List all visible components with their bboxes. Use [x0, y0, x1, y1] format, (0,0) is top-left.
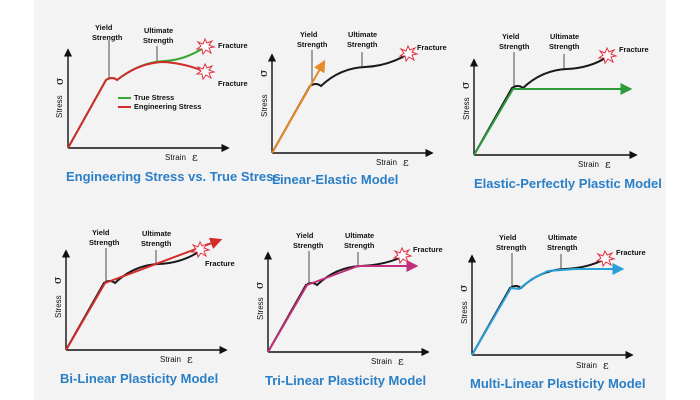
- yield-label-line2: Strength: [297, 40, 328, 49]
- ultimate-label-line2: Strength: [344, 241, 375, 250]
- panel-title: Tri-Linear Plasticity Model: [265, 373, 426, 388]
- epsilon-symbol: ε: [192, 151, 198, 164]
- sigma-symbol: σ: [53, 77, 66, 85]
- strain-label: Strain: [578, 160, 599, 169]
- stress-strain-curve: [271, 53, 409, 154]
- yield-label-line1: Yield: [502, 32, 520, 41]
- panel-title: Bi-Linear Plasticity Model: [60, 371, 218, 386]
- yield-label-line1: Yield: [296, 231, 314, 240]
- panel-bi-linear: Stress σ Strain ε Yield Strength Ultimat…: [51, 228, 235, 386]
- stress-strain-curve: [471, 258, 606, 356]
- ultimate-label-line2: Strength: [143, 36, 174, 45]
- yield-label-line2: Strength: [89, 238, 120, 247]
- yield-label-line2: Strength: [92, 33, 123, 42]
- multi-linear-line: [471, 263, 625, 356]
- ultimate-label-line1: Ultimate: [142, 229, 171, 238]
- yield-label-line2: Strength: [499, 42, 530, 51]
- ultimate-label-line1: Ultimate: [144, 26, 173, 35]
- fracture-label: Fracture: [218, 79, 248, 88]
- stress-label: Stress: [260, 94, 269, 117]
- panel-tri-linear: Stress σ Strain ε Yield Strength Ultimat…: [253, 231, 443, 388]
- ultimate-label-line1: Ultimate: [348, 30, 377, 39]
- stress-strain-curve: [473, 56, 608, 156]
- panel-engineering-vs-true: Stress σ Strain ε Yield Strength Ultimat…: [53, 23, 281, 184]
- stress-label: Stress: [55, 95, 64, 118]
- sigma-symbol: σ: [257, 69, 270, 77]
- sigma-symbol: σ: [459, 81, 472, 89]
- panel-multi-linear: Stress σ Strain ε Yield Strength Ultimat…: [457, 233, 646, 391]
- fracture-label: Fracture: [218, 41, 248, 50]
- epsilon-symbol: ε: [398, 355, 404, 368]
- epsilon-symbol: ε: [605, 158, 611, 171]
- fracture-icon: [595, 249, 616, 268]
- stress-label: Stress: [54, 295, 63, 318]
- fracture-icon: [392, 246, 413, 265]
- strain-label: Strain: [576, 361, 597, 370]
- panel-title: Linear-Elastic Model: [272, 172, 398, 187]
- tri-linear-line: [267, 260, 419, 353]
- stress-label: Stress: [462, 97, 471, 120]
- epsilon-symbol: ε: [187, 353, 193, 366]
- stress-label: Stress: [460, 301, 469, 324]
- strain-label: Strain: [376, 158, 397, 167]
- panel-title: Multi-Linear Plasticity Model: [470, 376, 646, 391]
- strain-label: Strain: [160, 355, 181, 364]
- ultimate-label-line1: Ultimate: [550, 32, 579, 41]
- legend-label-true-stress: True Stress: [134, 93, 174, 102]
- fracture-icon: [398, 44, 419, 63]
- yield-label-line1: Yield: [95, 23, 113, 32]
- fracture-label: Fracture: [616, 248, 646, 257]
- panel-title: Elastic-Perfectly Plastic Model: [474, 176, 662, 191]
- ultimate-label-line1: Ultimate: [548, 233, 577, 242]
- fracture-icon: [195, 37, 216, 56]
- sigma-symbol: σ: [457, 284, 470, 292]
- linear-elastic-line: [271, 59, 326, 154]
- yield-label-line2: Strength: [293, 241, 324, 250]
- ultimate-label-line2: Strength: [547, 243, 578, 252]
- panel-title: Engineering Stress vs. True Stress: [66, 169, 281, 184]
- sigma-symbol: σ: [253, 281, 266, 289]
- strain-label: Strain: [371, 357, 392, 366]
- yield-label-line1: Yield: [300, 30, 318, 39]
- ultimate-label-line2: Strength: [347, 40, 378, 49]
- fracture-label: Fracture: [413, 245, 443, 254]
- epsilon-symbol: ε: [403, 156, 409, 169]
- yield-label-line1: Yield: [92, 228, 110, 237]
- fracture-label: Fracture: [205, 259, 235, 268]
- strain-label: Strain: [165, 153, 186, 162]
- stress-strain-curve: [65, 250, 201, 351]
- fracture-icon: [195, 62, 216, 81]
- fracture-icon: [597, 46, 618, 65]
- fracture-label: Fracture: [619, 45, 649, 54]
- ultimate-label-line1: Ultimate: [345, 231, 374, 240]
- legend: True Stress Engineering Stress: [118, 93, 201, 111]
- engineering-stress-curve: [67, 60, 206, 149]
- panel-elastic-perfectly-plastic: Stress σ Strain ε Yield Strength Ultimat…: [459, 32, 662, 191]
- elastic-perfectly-plastic-line: [473, 83, 633, 156]
- stress-strain-curve: [267, 256, 403, 353]
- stress-label: Stress: [256, 297, 265, 320]
- ultimate-label-line2: Strength: [141, 239, 172, 248]
- bi-linear-line: [65, 237, 223, 351]
- fracture-icon: [190, 240, 211, 259]
- yield-label-line2: Strength: [496, 243, 527, 252]
- fracture-label: Fracture: [417, 43, 447, 52]
- epsilon-symbol: ε: [603, 359, 609, 372]
- panel-linear-elastic: Stress σ Strain ε Yield Strength Ultimat…: [257, 30, 447, 187]
- ultimate-label-line2: Strength: [549, 42, 580, 51]
- legend-label-engineering-stress: Engineering Stress: [134, 102, 201, 111]
- sigma-symbol: σ: [51, 276, 64, 284]
- yield-label-line1: Yield: [499, 233, 517, 242]
